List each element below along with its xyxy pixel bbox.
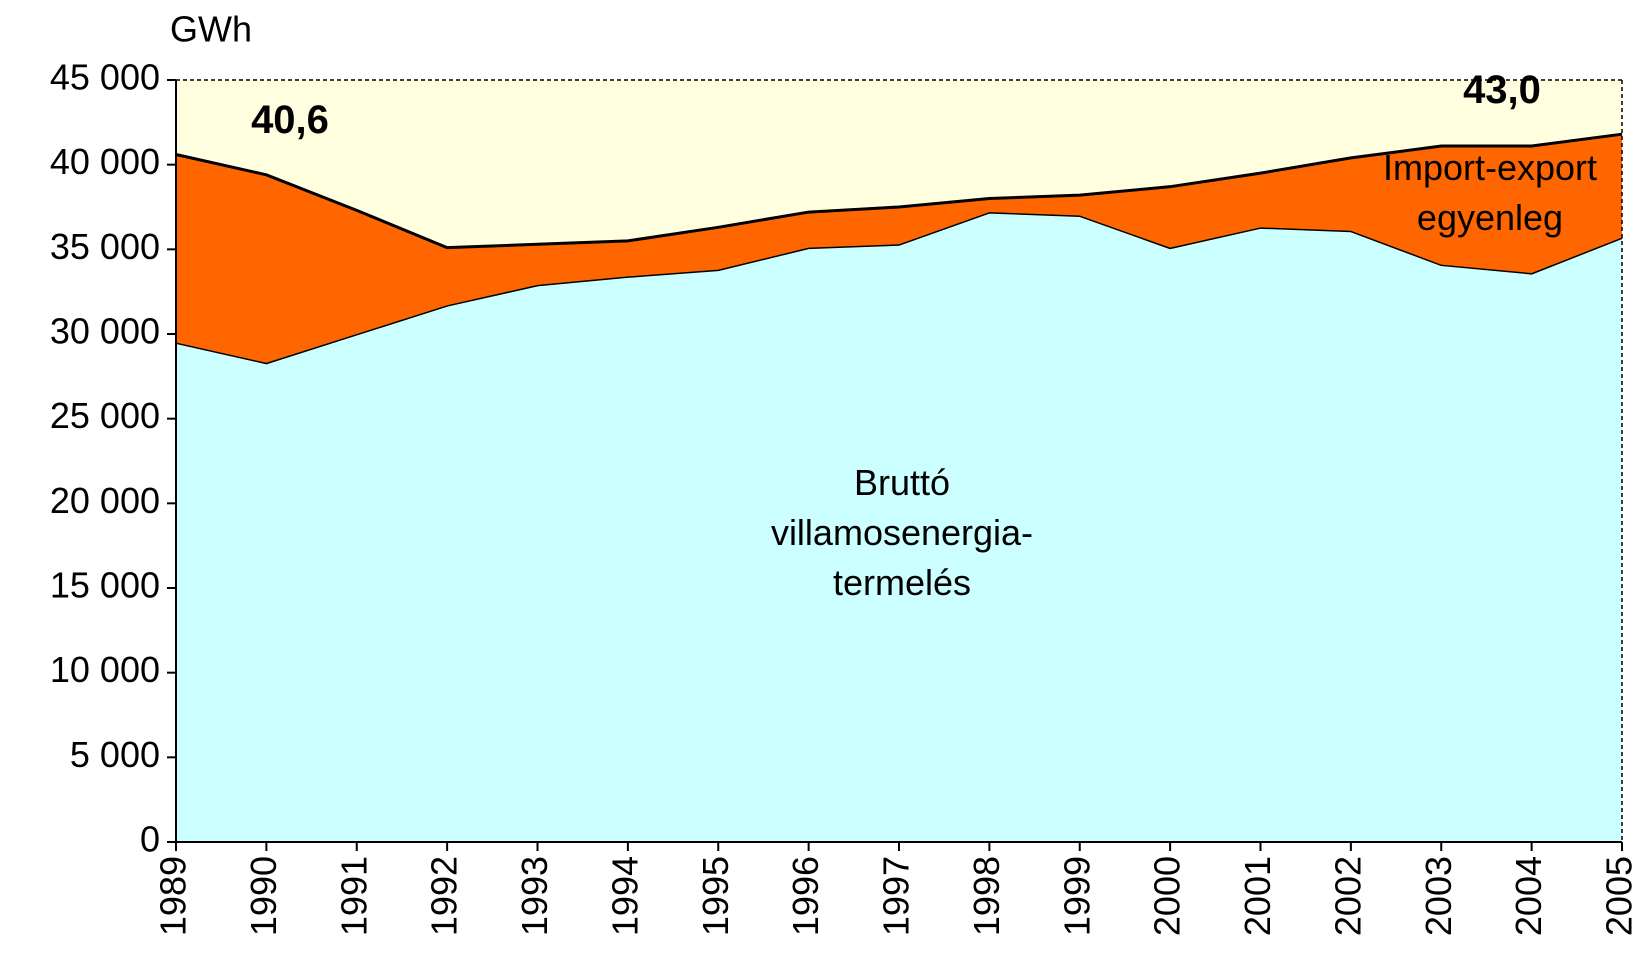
x-tick-label: 1989 [153, 856, 194, 936]
y-tick-label: 30 000 [50, 311, 160, 352]
x-tick-label: 2002 [1327, 856, 1368, 936]
x-tick-label: 1999 [1056, 856, 1097, 936]
x-tick-label: 2001 [1237, 856, 1278, 936]
y-tick-label: 25 000 [50, 395, 160, 436]
annotation: Bruttó villamosenergia-termelés [771, 462, 1033, 603]
annotation: 40,6 [251, 98, 329, 142]
x-tick-label: 1998 [966, 856, 1007, 936]
x-tick-label: 2000 [1147, 856, 1188, 936]
y-tick-label: 20 000 [50, 480, 160, 521]
annotation-line: Import-export [1383, 147, 1597, 188]
x-tick-label: 1996 [785, 856, 826, 936]
annotation: 43,0 [1463, 68, 1541, 112]
y-tick-label: 15 000 [50, 565, 160, 606]
x-tick-label: 2003 [1418, 856, 1459, 936]
y-tick-label: 5 000 [70, 734, 160, 775]
annotation-line: termelés [833, 562, 971, 603]
annotation-line: villamosenergia- [771, 512, 1033, 553]
y-tick-label: 40 000 [50, 141, 160, 182]
x-tick-label: 1992 [424, 856, 465, 936]
annotation-line: Bruttó [854, 462, 950, 503]
x-tick-label: 1995 [695, 856, 736, 936]
x-tick-label: 2004 [1508, 856, 1549, 936]
y-tick-label: 35 000 [50, 226, 160, 267]
area [176, 212, 1622, 842]
annotation-line: 40,6 [251, 98, 329, 142]
x-tick-label: 1993 [514, 856, 555, 936]
y-axis-label: GWh [170, 9, 252, 50]
annotation-line: egyenleg [1417, 197, 1563, 238]
y-tick-label: 45 000 [50, 57, 160, 98]
x-tick-label: 1990 [243, 856, 284, 936]
x-tick-label: 2005 [1599, 856, 1640, 936]
x-tick-label: 1997 [876, 856, 917, 936]
annotation-line: 43,0 [1463, 68, 1541, 112]
area-line [175, 132, 1623, 250]
annotation: Import-export egyenleg [1383, 147, 1597, 238]
x-tick-label: 1991 [333, 856, 374, 936]
x-tick-label: 1994 [604, 856, 645, 936]
y-tick-label: 10 000 [50, 649, 160, 690]
area [176, 134, 1622, 363]
y-tick-label: 0 [140, 819, 160, 860]
